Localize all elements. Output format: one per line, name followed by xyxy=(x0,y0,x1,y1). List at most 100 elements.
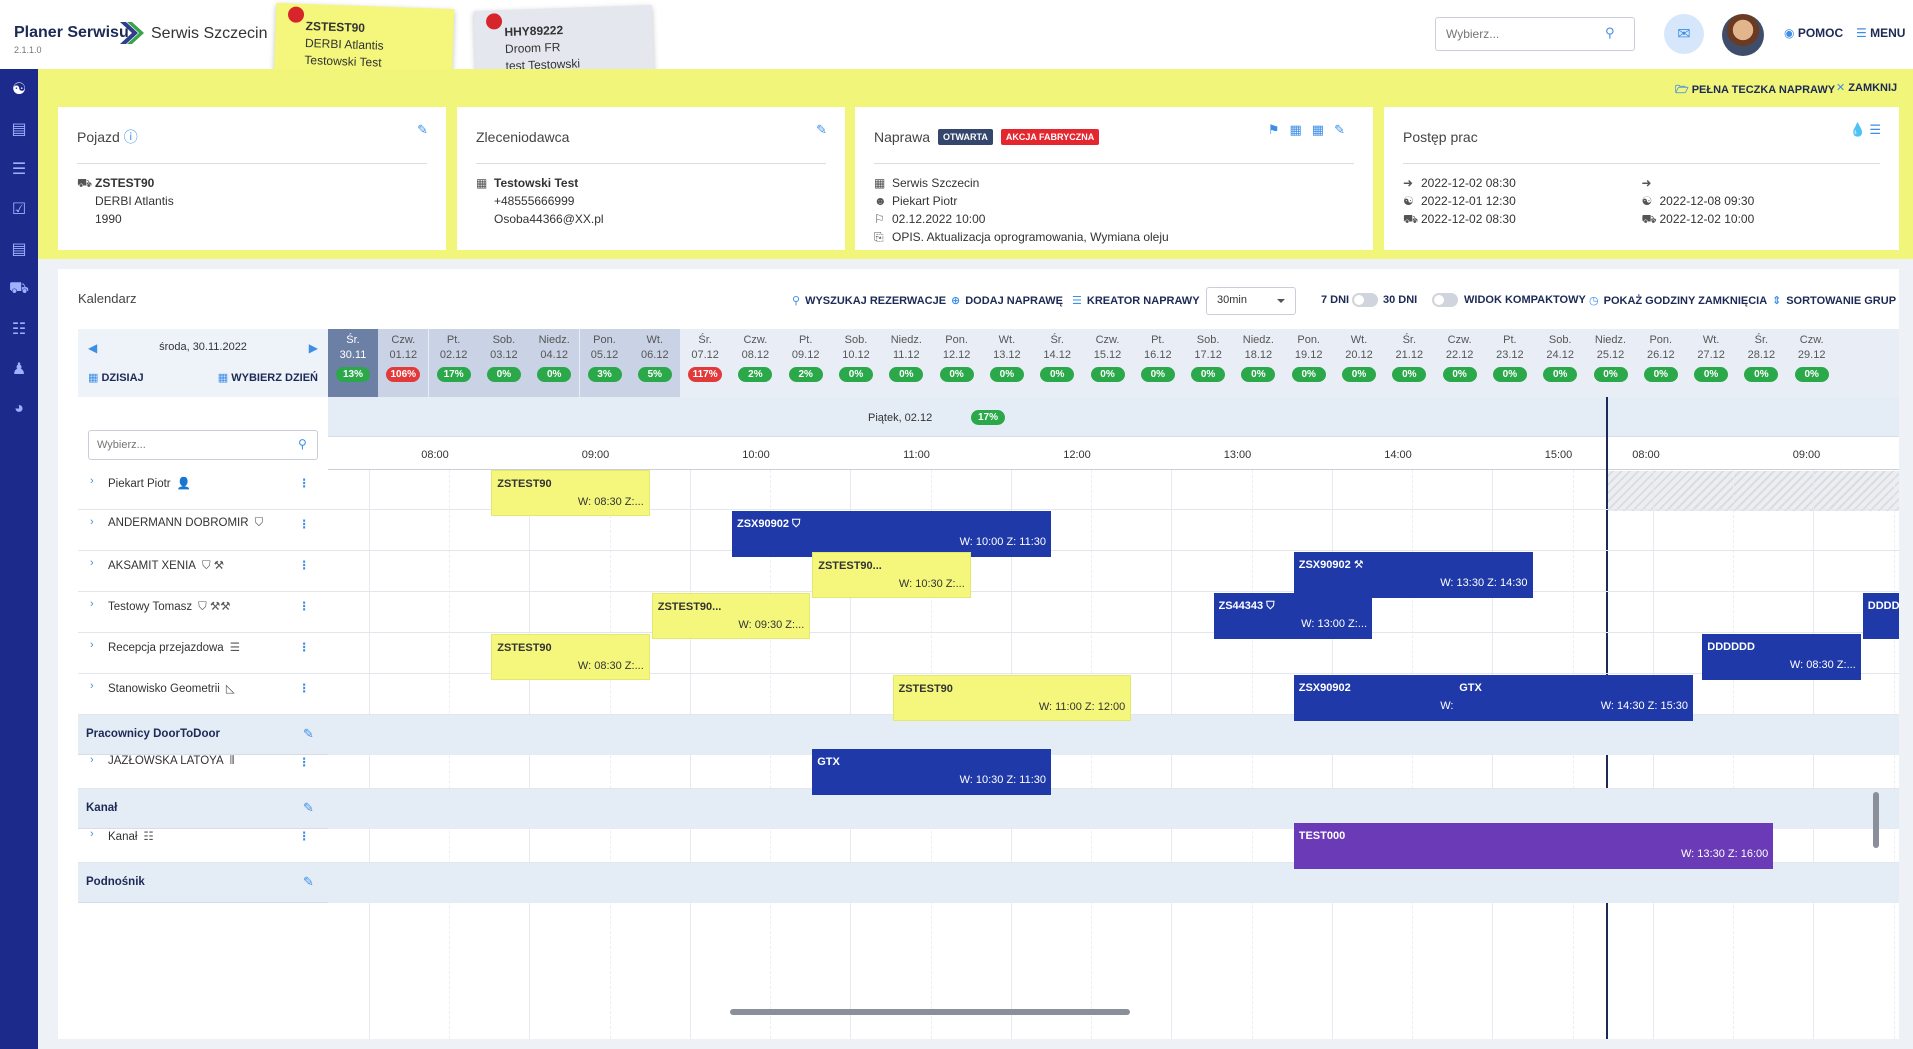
day-column-header[interactable]: Wt. 13.12 0% xyxy=(982,329,1032,397)
droplet-icon[interactable]: 💧 xyxy=(1849,122,1866,137)
list-icon[interactable]: ☰ xyxy=(1869,122,1881,137)
resource-search-input[interactable] xyxy=(88,430,318,460)
day-column-header[interactable]: Czw. 01.12 106% xyxy=(378,329,429,397)
kebab-menu-icon[interactable]: ⋮ xyxy=(298,519,311,531)
day-column-header[interactable]: Pon. 26.12 0% xyxy=(1636,329,1686,397)
resource-row[interactable]: › JAZŁOWSKA LATOYA ⫴ ⋮ xyxy=(78,748,328,789)
chevron-right-icon[interactable]: › xyxy=(90,516,94,528)
sidebar-item-dashboard[interactable]: ◕ xyxy=(0,389,38,429)
chevron-right-icon[interactable]: › xyxy=(90,680,94,692)
edit-icon[interactable]: ✎ xyxy=(303,726,314,741)
edit-icon[interactable]: ✎ xyxy=(303,800,314,815)
vertical-scrollbar[interactable] xyxy=(1873,792,1879,848)
days-range-toggle[interactable] xyxy=(1352,293,1378,307)
prev-arrow-icon[interactable]: ◀ xyxy=(88,341,98,355)
edit-icon[interactable]: ✎ xyxy=(816,122,827,137)
avatar[interactable] xyxy=(1722,14,1764,56)
day-column-header[interactable]: Sob. 24.12 0% xyxy=(1535,329,1585,397)
booking-block[interactable]: DDDDDD W: 08:30 Z:... xyxy=(1702,634,1861,680)
compact-view-toggle[interactable] xyxy=(1432,293,1458,307)
sidebar-item-planner[interactable]: ☯ xyxy=(0,69,38,109)
day-column-header[interactable]: Pon. 19.12 0% xyxy=(1284,329,1334,397)
chevron-right-icon[interactable]: › xyxy=(90,557,94,569)
search-icon[interactable]: ⚲ xyxy=(1605,25,1615,40)
day-column-header[interactable]: Śr. 14.12 0% xyxy=(1032,329,1082,397)
day-column-header[interactable]: Niedz. 11.12 0% xyxy=(881,329,931,397)
kebab-menu-icon[interactable]: ⋮ xyxy=(298,560,311,572)
booking-block[interactable]: ZSTEST90... W: 09:30 Z:... xyxy=(651,593,811,639)
mail-button[interactable]: ✉ xyxy=(1664,14,1704,54)
chevron-right-icon[interactable]: › xyxy=(90,598,94,610)
search-icon[interactable]: ⚲ xyxy=(298,437,307,451)
day-column-header[interactable]: Wt. 27.12 0% xyxy=(1686,329,1736,397)
global-search-input[interactable] xyxy=(1435,17,1635,51)
repair-creator-button[interactable]: ☰ KREATOR NAPRAWY xyxy=(1072,294,1200,307)
day-column-header[interactable]: Śr. 07.12 117% xyxy=(680,329,730,397)
day-column-header[interactable]: Pt. 02.12 17% xyxy=(428,329,479,397)
day-column-header[interactable]: Pt. 23.12 0% xyxy=(1485,329,1535,397)
interval-select[interactable]: 30min xyxy=(1206,287,1296,315)
day-column-header[interactable]: Czw. 08.12 2% xyxy=(730,329,780,397)
menu-link[interactable]: ☰ MENU xyxy=(1856,26,1905,40)
kebab-menu-icon[interactable]: ⋮ xyxy=(298,831,311,843)
booking-block[interactable]: DDDDDD ⚒ W: 09:00 Z:... xyxy=(1862,593,1899,639)
booking-block[interactable]: ZSTEST90 W: 11:00 Z: 12:00 xyxy=(892,675,1132,721)
edit-icon[interactable]: ✎ xyxy=(303,874,314,889)
kebab-menu-icon[interactable]: ⋮ xyxy=(298,642,311,654)
booking-block[interactable]: GTX W: 10:30 Z: 11:30 xyxy=(812,749,1051,795)
chevron-right-icon[interactable]: › xyxy=(90,828,94,840)
next-arrow-icon[interactable]: ▶ xyxy=(308,341,318,355)
day-column-header[interactable]: Niedz. 25.12 0% xyxy=(1586,329,1636,397)
info-icon[interactable]: ⓘ xyxy=(123,129,138,145)
booking-block[interactable]: ZSTEST90... W: 10:30 Z:... xyxy=(812,552,971,598)
day-column-header[interactable]: Sob. 03.12 0% xyxy=(478,329,529,397)
resource-row[interactable]: › Piekart Piotr 👤 ⋮ xyxy=(78,469,328,510)
search-bookings-button[interactable]: ⚲ WYSZUKAJ REZERWACJE xyxy=(792,294,946,307)
edit-icon[interactable]: ✎ xyxy=(417,122,428,137)
sidebar-item-team[interactable]: ♟ xyxy=(0,349,38,389)
kebab-menu-icon[interactable]: ⋮ xyxy=(298,601,311,613)
resource-row[interactable]: › Stanowisko Geometrii ◺ ⋮ xyxy=(78,674,328,715)
day-column-header[interactable]: Niedz. 18.12 0% xyxy=(1233,329,1283,397)
booking-block[interactable]: ZSX90902 ⚒ W: 13:30 Z: 14:30 xyxy=(1293,552,1533,598)
horizontal-scrollbar[interactable] xyxy=(730,1009,1130,1015)
edit-icon[interactable]: ✎ xyxy=(1334,122,1355,137)
pick-day-button[interactable]: ▦ WYBIERZ DZIEŃ xyxy=(218,371,318,384)
resource-row[interactable]: › AKSAMIT XENIA ⛉ ⚒ ⋮ xyxy=(78,551,328,592)
day-column-header[interactable]: Pt. 09.12 2% xyxy=(781,329,831,397)
day-column-header[interactable]: Śr. 21.12 0% xyxy=(1384,329,1434,397)
day-column-header[interactable]: Sob. 17.12 0% xyxy=(1183,329,1233,397)
kebab-menu-icon[interactable]: ⋮ xyxy=(298,683,311,695)
resource-row[interactable]: › Testowy Tomasz ⛉ ⚒⚒ ⋮ xyxy=(78,592,328,633)
day-column-header[interactable]: Pon. 05.12 3% xyxy=(579,329,630,397)
chevron-right-icon[interactable]: › xyxy=(90,639,94,651)
chevron-right-icon[interactable]: › xyxy=(90,475,94,487)
day-column-header[interactable]: Wt. 20.12 0% xyxy=(1334,329,1384,397)
day-column-header[interactable]: Wt. 06.12 5% xyxy=(629,329,680,397)
booking-block[interactable]: ZSX90902 ⛉ W: 10:00 Z: 11:30 xyxy=(732,511,1051,557)
resource-row[interactable]: › ANDERMANN DOBROMIR ⛉ ⋮ xyxy=(78,510,328,551)
close-link[interactable]: ✕ ZAMKNIJ xyxy=(1836,81,1897,94)
chevron-right-icon[interactable]: › xyxy=(90,754,94,766)
flag-icon[interactable]: ⚑ xyxy=(1267,122,1290,137)
day-column-header[interactable]: Czw. 15.12 0% xyxy=(1083,329,1133,397)
day-column-header[interactable]: Sob. 10.12 0% xyxy=(831,329,881,397)
help-link[interactable]: ◉ POMOC xyxy=(1784,26,1843,40)
sidebar-item-list[interactable]: ▤ xyxy=(0,109,38,149)
day-column-header[interactable]: Śr. 30.11 13% xyxy=(328,329,378,397)
booking-block[interactable]: ZSTEST90 W: 08:30 Z:... xyxy=(491,634,650,680)
calendar-icon[interactable]: ▦ xyxy=(1289,122,1312,137)
day-column-header[interactable]: Niedz. 04.12 0% xyxy=(529,329,580,397)
booking-block[interactable]: ZS44343 ⛉ W: 13:00 Z:... xyxy=(1213,593,1372,639)
sidebar-item-vehicles[interactable]: ⛟ xyxy=(0,269,38,309)
day-column-header[interactable]: Czw. 29.12 0% xyxy=(1787,329,1837,397)
sidebar-item-tasks[interactable]: ☰ xyxy=(0,149,38,189)
resource-row[interactable]: › Kanał ☷ ⋮ xyxy=(78,822,328,863)
day-column-header[interactable]: Śr. 28.12 0% xyxy=(1736,329,1786,397)
closing-hours-button[interactable]: ◷ POKAŻ GODZINY ZAMKNIĘCIA xyxy=(1589,294,1767,307)
today-button[interactable]: ▦ DZISIAJ xyxy=(88,371,144,384)
kebab-menu-icon[interactable]: ⋮ xyxy=(298,478,311,490)
sidebar-item-finance[interactable]: ▤ xyxy=(0,229,38,269)
booking-block[interactable]: GTX W: 14:30 Z: 15:30 xyxy=(1454,675,1693,721)
sort-groups-button[interactable]: ⇕ SORTOWANIE GRUP xyxy=(1772,294,1896,307)
